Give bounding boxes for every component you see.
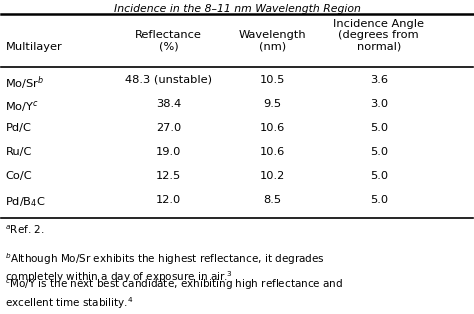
- Text: 5.0: 5.0: [370, 147, 388, 157]
- Text: 12.0: 12.0: [156, 195, 181, 205]
- Text: 38.4: 38.4: [156, 99, 181, 109]
- Text: 19.0: 19.0: [156, 147, 181, 157]
- Text: 12.5: 12.5: [156, 171, 181, 181]
- Text: Ru/C: Ru/C: [5, 147, 32, 157]
- Text: Mo/Y$^c$: Mo/Y$^c$: [5, 99, 39, 114]
- Text: Pd/B$_4$C: Pd/B$_4$C: [5, 195, 46, 208]
- Text: $^a$Ref. 2.: $^a$Ref. 2.: [5, 224, 45, 236]
- Text: 10.5: 10.5: [260, 74, 285, 84]
- Text: Multilayer: Multilayer: [5, 42, 62, 52]
- Text: 5.0: 5.0: [370, 195, 388, 205]
- Text: 10.2: 10.2: [260, 171, 285, 181]
- Text: Pd/C: Pd/C: [5, 123, 31, 133]
- Text: 5.0: 5.0: [370, 171, 388, 181]
- Text: 10.6: 10.6: [260, 123, 285, 133]
- Text: Co/C: Co/C: [5, 171, 32, 181]
- Text: 9.5: 9.5: [264, 99, 282, 109]
- Text: $^b$Although Mo/Sr exhibits the highest reflectance, it degrades
completely with: $^b$Although Mo/Sr exhibits the highest …: [5, 251, 325, 285]
- Text: 3.6: 3.6: [370, 74, 388, 84]
- Text: Wavelength
(nm): Wavelength (nm): [238, 30, 306, 52]
- Text: 3.0: 3.0: [370, 99, 388, 109]
- Text: 5.0: 5.0: [370, 123, 388, 133]
- Text: 10.6: 10.6: [260, 147, 285, 157]
- Text: 48.3 (unstable): 48.3 (unstable): [125, 74, 212, 84]
- Text: Reflectance
(%): Reflectance (%): [135, 30, 202, 52]
- Text: 8.5: 8.5: [264, 195, 282, 205]
- Text: Incidence in the 8–11 nm Wavelength Region: Incidence in the 8–11 nm Wavelength Regi…: [114, 4, 360, 14]
- Text: Incidence Angle
(degrees from
normal): Incidence Angle (degrees from normal): [333, 19, 424, 52]
- Text: $^c$Mo/Y is the next best candidate, exhibiting high reflectance and
excellent t: $^c$Mo/Y is the next best candidate, exh…: [5, 278, 344, 311]
- Text: 27.0: 27.0: [156, 123, 181, 133]
- Text: Mo/Sr$^b$: Mo/Sr$^b$: [5, 74, 45, 92]
